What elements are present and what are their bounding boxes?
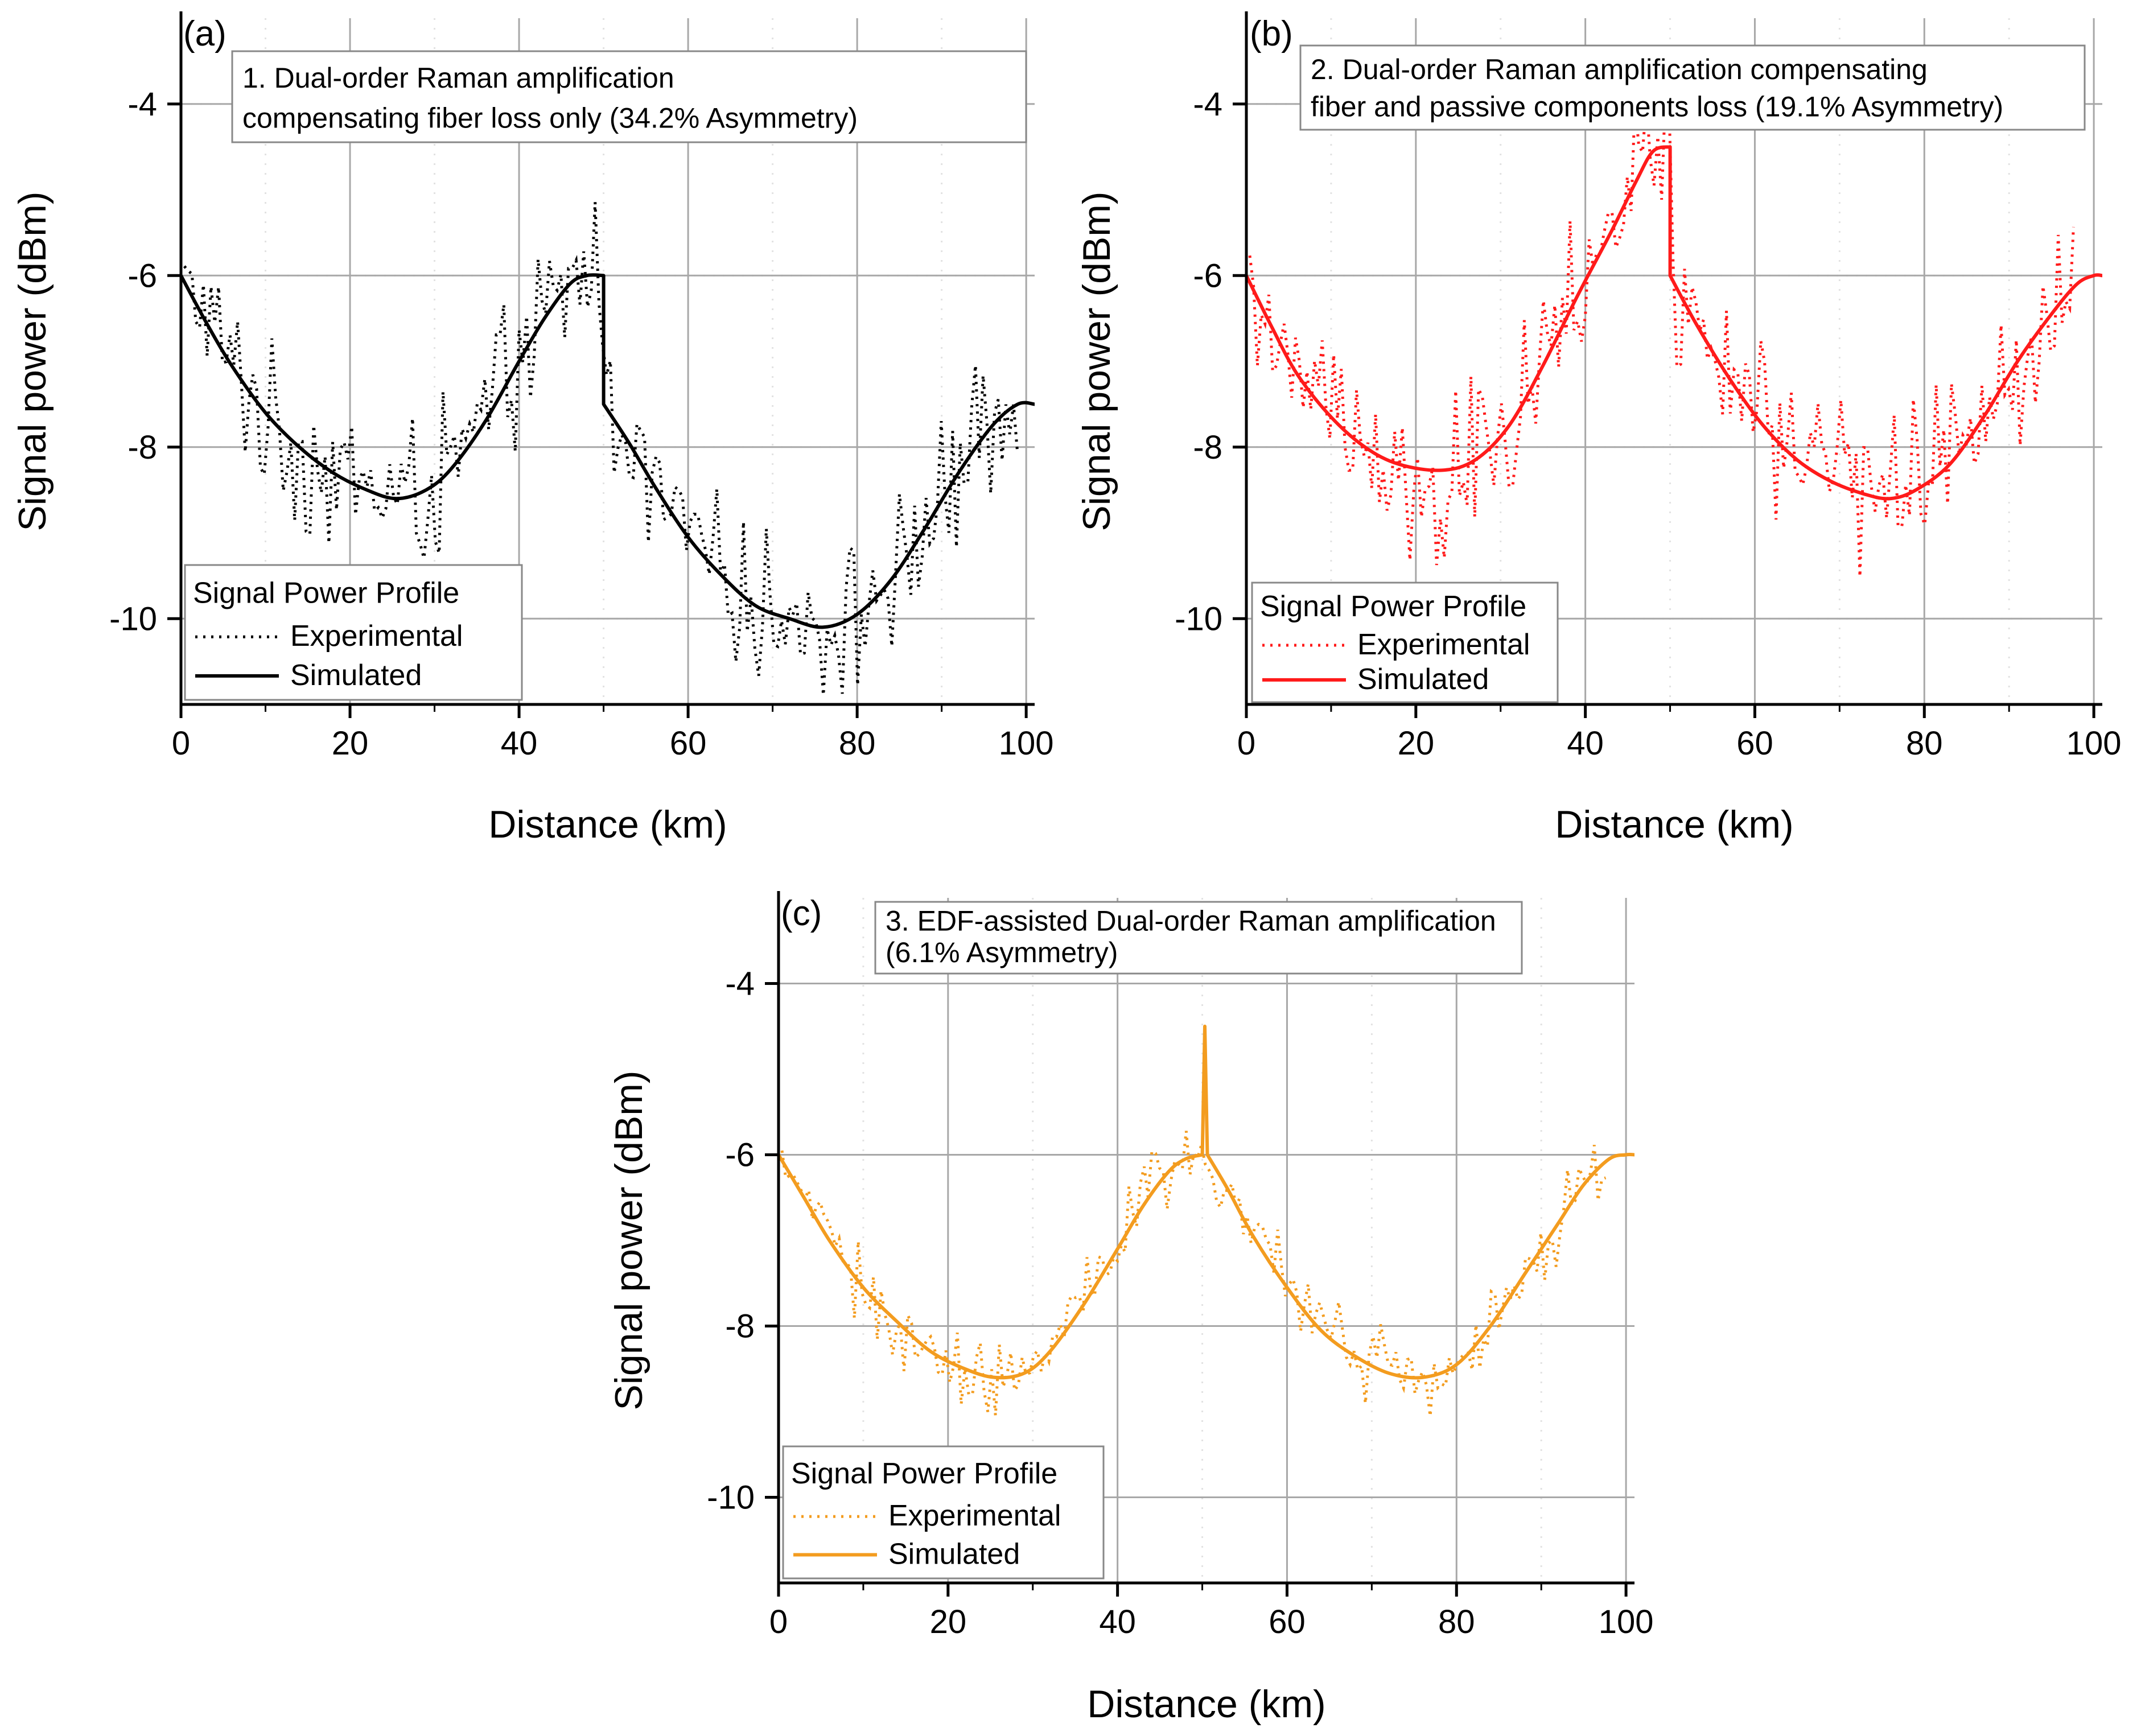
panel-b-x-tick-label: 80 [1906,725,1943,762]
panel-c-y-tick-label: -6 [725,1137,755,1174]
panel-a-x-tick-label: 60 [670,725,707,762]
panel-c-x-tick-label: 40 [1099,1603,1136,1640]
panel-a-x-tick-label: 0 [172,725,190,762]
panel-b-x-tick-label: 100 [2066,725,2122,762]
panel-a-label: (a) [183,14,227,53]
panel-a-y-tick-label: -6 [127,257,157,294]
panel-c-x-tick-label: 20 [930,1603,967,1640]
panel-b-legend-experimental: Experimental [1357,628,1530,661]
panel-a-series [179,202,1035,695]
panel-a-legend: Signal Power Profile Experimental Simula… [184,564,523,701]
panel-a-y-tick-label: -4 [127,86,157,123]
panel-c-x-tick-label: 60 [1269,1603,1306,1640]
panel-b-series [1245,93,2103,577]
panel-a-annotation-line-1: 1. Dual-order Raman amplification [242,62,674,94]
panel-b-annotation-line-1: 2. Dual-order Raman amplification compen… [1311,53,1928,85]
panel-a-annotation: 1. Dual-order Raman amplification compen… [231,50,1027,143]
panel-a-annotation-line-2: compensating fiber loss only (34.2% Asym… [242,102,858,134]
panel-c-legend-experimental: Experimental [888,1499,1061,1532]
panel-b-experimental-series [1248,93,2075,577]
panel-b: 0 20 40 60 80 100 -4 -6 -8 -10 (b) Signal power (… [1075,11,2121,846]
panel-a-legend-simulated: Simulated [290,659,422,692]
panel-c-legend: Signal Power Profile Experimental Simula… [782,1445,1105,1580]
panel-b-axes: 0 20 40 60 80 100 -4 -6 -8 -10 [1175,11,2121,762]
panel-b-simulated-series [1245,145,2103,501]
panel-c: 0 20 40 60 80 100 -4 -6 -8 -10 (c) Signal power (… [607,891,1653,1726]
panel-a-axes: 0 20 40 60 80 100 -4 -6 -8 -10 [109,11,1054,762]
panel-b-x-axis-title: Distance (km) [1555,803,1793,846]
panel-b-y-tick-label: -4 [1193,86,1222,123]
panel-a-y-axis-title: Signal power (dBm) [11,191,54,531]
panel-b-legend: Signal Power Profile Experimental Simula… [1251,582,1559,703]
panel-c-x-tick-label: 0 [769,1603,788,1640]
panel-b-y-axis-title: Signal power (dBm) [1075,191,1118,531]
panel-b-legend-simulated: Simulated [1357,663,1489,696]
panel-b-x-tick-label: 60 [1736,725,1773,762]
panel-b-legend-box [1251,582,1559,703]
panel-b-y-tick-label: -6 [1193,257,1222,294]
panel-c-y-tick-label: -4 [725,966,755,1003]
panel-b-label: (b) [1250,14,1293,53]
panel-a-x-tick-label: 100 [999,725,1054,762]
panel-a-x-tick-label: 40 [501,725,538,762]
panel-a-legend-experimental: Experimental [290,620,463,653]
panel-b-y-tick-label: -10 [1175,600,1222,637]
panel-b-x-tick-label: 0 [1237,725,1255,762]
panel-a-annotation-box [231,50,1027,143]
panel-b-annotation-line-2: fiber and passive components loss (19.1%… [1311,90,2003,122]
panel-c-legend-simulated: Simulated [888,1537,1020,1570]
panel-c-y-tick-label: -8 [725,1308,755,1345]
panel-a: 0 20 40 60 80 100 -4 -6 -8 -10 (a) Signal power (… [11,11,1054,846]
panel-c-x-tick-label: 80 [1438,1603,1475,1640]
panel-b-annotation: 2. Dual-order Raman amplification compen… [1299,44,2086,131]
panel-c-label: (c) [781,894,822,933]
panel-c-annotation-line-1: 3. EDF-assisted Dual-order Raman amplifi… [886,905,1496,937]
panel-b-y-tick-label: -8 [1193,429,1222,466]
panel-c-x-axis-title: Distance (km) [1087,1683,1325,1726]
panel-c-legend-title: Signal Power Profile [791,1457,1057,1490]
panel-c-y-axis-title: Signal power (dBm) [607,1070,650,1410]
panel-a-x-axis-title: Distance (km) [488,803,727,846]
panel-a-simulated-series [179,273,1035,629]
panel-c-annotation: 3. EDF-assisted Dual-order Raman amplifi… [874,901,1523,975]
panel-c-x-tick-label: 100 [1599,1603,1654,1640]
panel-c-simulated-series [777,1024,1635,1380]
panel-b-x-tick-label: 40 [1567,725,1604,762]
panel-b-legend-title: Signal Power Profile [1260,590,1526,623]
panel-b-annotation-box [1299,44,2086,131]
panel-a-x-tick-label: 80 [839,725,876,762]
panel-c-annotation-line-2: (6.1% Asymmetry) [886,937,1118,968]
panel-c-axes: 0 20 40 60 80 100 -4 -6 -8 -10 [707,891,1653,1640]
panel-a-y-tick-label: -8 [127,429,157,466]
panel-a-y-tick-label: -10 [109,600,157,637]
panel-c-series [777,1024,1635,1417]
panel-c-y-tick-label: -10 [707,1479,755,1516]
panel-a-legend-title: Signal Power Profile [193,576,459,609]
panel-b-x-tick-label: 20 [1398,725,1435,762]
panel-a-x-tick-label: 20 [332,725,369,762]
panel-c-annotation-box [874,901,1523,975]
